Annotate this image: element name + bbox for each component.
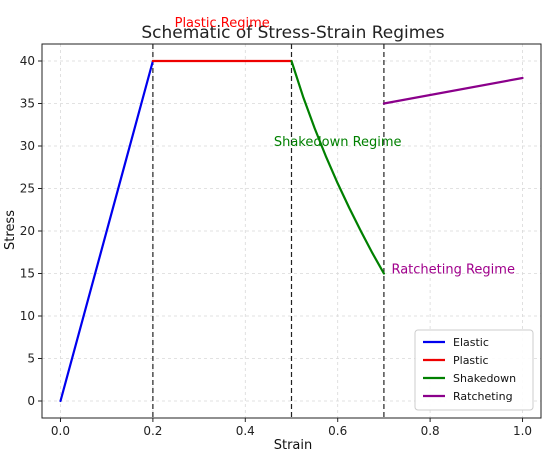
annotation-0: Plastic Regime bbox=[175, 16, 270, 31]
y-tick-label-5: 25 bbox=[20, 182, 35, 196]
y-tick-label-8: 40 bbox=[20, 54, 35, 68]
annotation-1: Shakedown Regime bbox=[274, 135, 402, 150]
x-tick-label-2: 0.4 bbox=[236, 424, 255, 438]
legend-label-ratcheting: Ratcheting bbox=[453, 390, 513, 403]
y-tick-label-3: 15 bbox=[20, 267, 35, 281]
x-tick-label-4: 0.8 bbox=[421, 424, 440, 438]
legend-box bbox=[414, 329, 534, 411]
y-tick-label-1: 5 bbox=[27, 352, 35, 366]
chart-title: Schematic of Stress-Strain Regimes bbox=[141, 23, 444, 43]
x-axis-label: Strain bbox=[274, 438, 313, 453]
y-tick-label-0: 0 bbox=[27, 394, 35, 408]
legend-label-elastic: Elastic bbox=[453, 336, 489, 349]
y-axis-label: Stress bbox=[3, 210, 18, 250]
y-tick-label-7: 35 bbox=[20, 97, 35, 111]
plot-layer: 0.0 0.2 0.4 0.6 0.8 1.0 0 5 10 15 20 25 30 35 40 Plasti… bbox=[20, 16, 542, 438]
series-line-elastic bbox=[59, 59, 154, 403]
series-line-ratcheting bbox=[382, 76, 524, 105]
x-tick-label-5: 1.0 bbox=[513, 424, 532, 438]
y-tick-label-6: 30 bbox=[20, 139, 35, 153]
x-tick-label-0: 0.0 bbox=[51, 424, 70, 438]
y-tick-label-2: 10 bbox=[20, 309, 35, 323]
annotation-2: Ratcheting Regime bbox=[391, 263, 515, 278]
series-line-shakedown bbox=[290, 59, 385, 275]
x-tick-label-3: 0.6 bbox=[328, 424, 347, 438]
legend-label-plastic: Plastic bbox=[453, 354, 489, 367]
x-tick-label-1: 0.2 bbox=[143, 424, 162, 438]
legend-label-shakedown: Shakedown bbox=[453, 372, 516, 385]
y-tick-label-4: 20 bbox=[20, 224, 35, 238]
